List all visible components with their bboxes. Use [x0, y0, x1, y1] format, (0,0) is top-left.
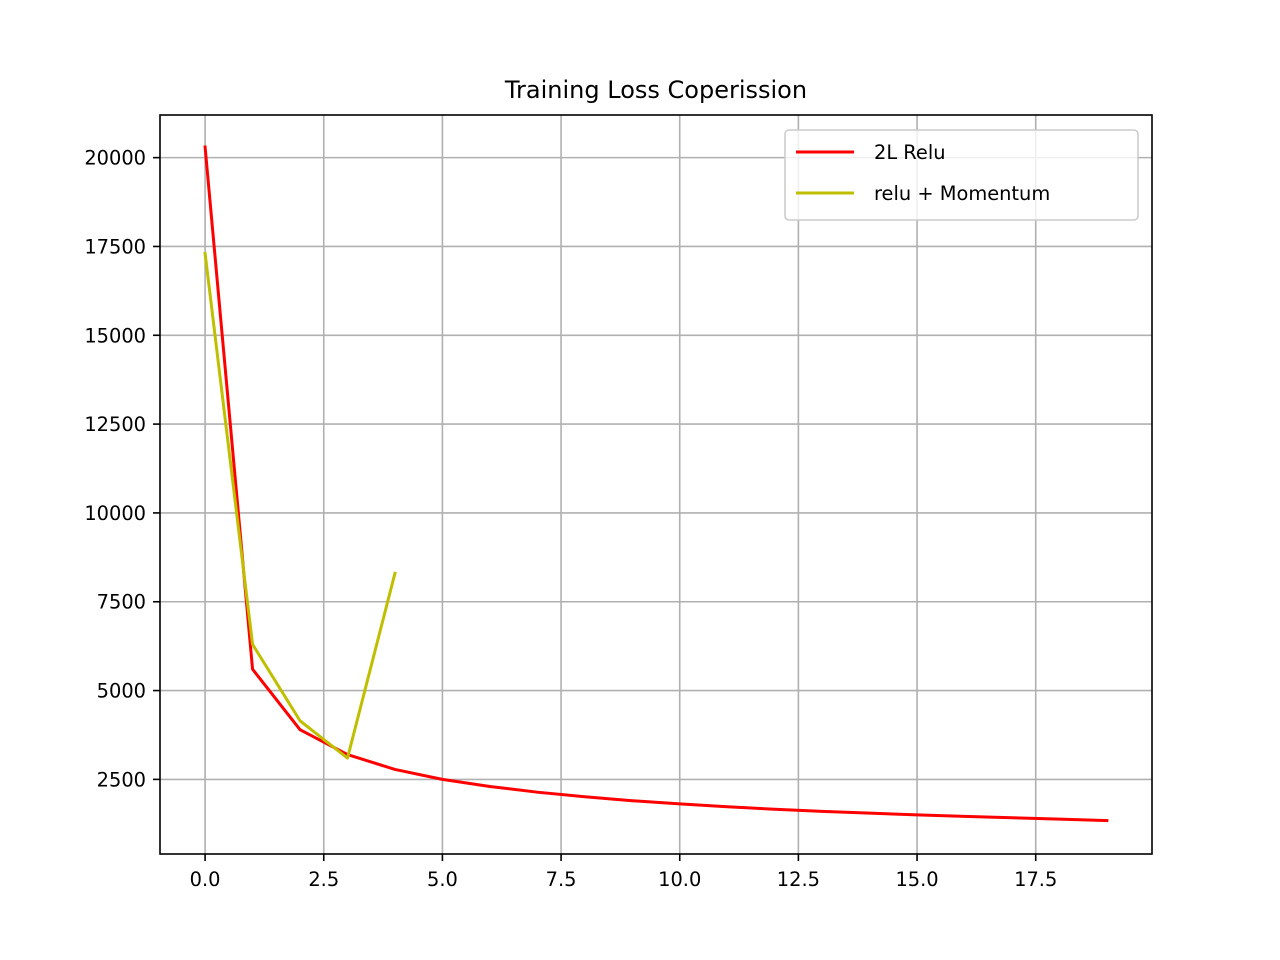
y-tick-label: 7500	[97, 591, 146, 614]
x-tick-label: 10.0	[658, 868, 701, 891]
legend-label-2: relu + Momentum	[874, 182, 1050, 205]
x-tick-label: 5.0	[427, 868, 458, 891]
y-tick-label: 17500	[84, 235, 146, 258]
legend-label-1: 2L Relu	[874, 141, 946, 164]
legend-frame	[784, 129, 1139, 221]
series-layer	[203, 145, 1109, 823]
x-tick-label: 2.5	[308, 868, 339, 891]
y-tick-label: 5000	[97, 680, 146, 703]
series-line-1	[203, 145, 1109, 823]
y-tick-label: 20000	[84, 147, 146, 170]
y-tick-label: 12500	[84, 413, 146, 436]
plot-frame	[159, 114, 1153, 855]
y-axis: 2500 5000 7500 10000 12500 15000 17500 20000	[84, 147, 160, 791]
x-tick-label: 17.5	[1014, 868, 1057, 891]
x-tick-label: 15.0	[895, 868, 938, 891]
x-tick-label: 7.5	[546, 868, 577, 891]
series-line-2	[203, 251, 397, 760]
chart-title: Training Loss Coperission	[504, 76, 807, 104]
y-tick-label: 10000	[84, 502, 146, 525]
x-tick-label: 0.0	[190, 868, 221, 891]
x-tick-label: 12.5	[777, 868, 820, 891]
grid	[160, 115, 1152, 854]
x-axis: 0.0 2.5 5.0 7.5 10.0 12.5 15.0 17.5	[190, 854, 1057, 891]
legend: 2L Relu relu + Momentum	[784, 129, 1139, 221]
y-tick-label: 15000	[84, 324, 146, 347]
y-tick-label: 2500	[97, 768, 146, 791]
